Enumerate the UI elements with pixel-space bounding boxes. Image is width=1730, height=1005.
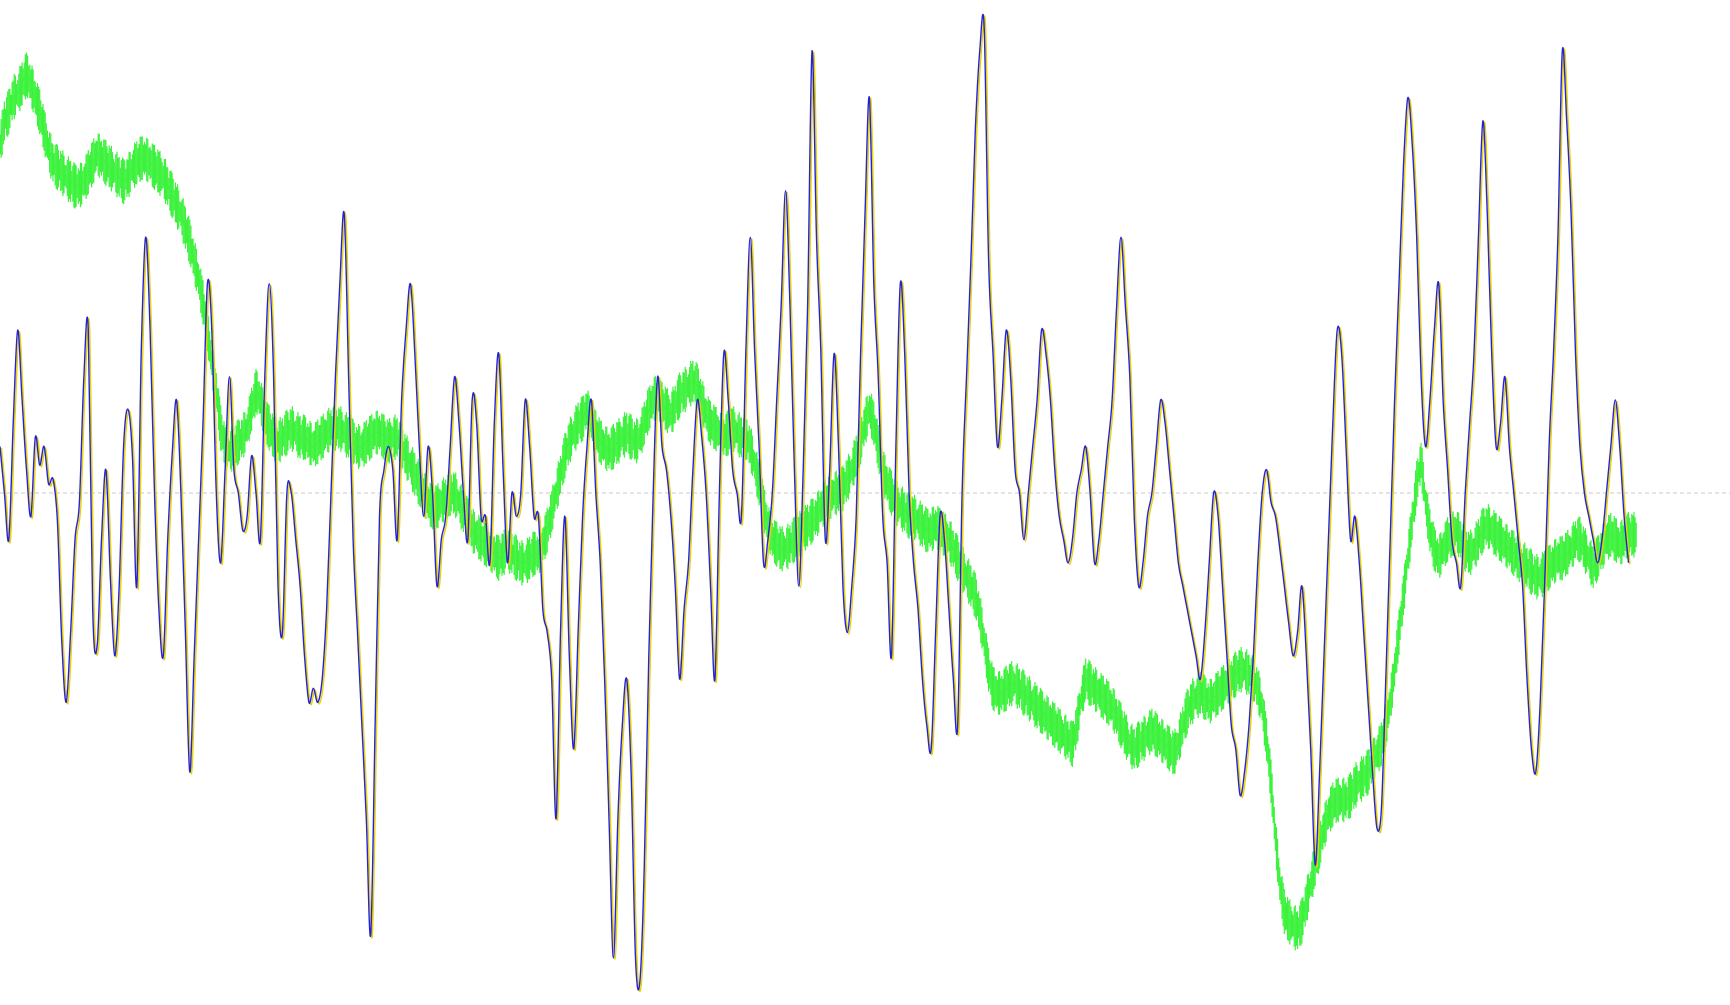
price-line [0, 73, 1633, 931]
series-oscillator [0, 13, 1630, 991]
series-layer [0, 13, 1637, 993]
series-oscillator-shadow [0, 15, 1631, 993]
series-price [0, 52, 1637, 951]
oscillator-shadow-line [0, 15, 1631, 993]
oscillator-line [0, 13, 1630, 991]
